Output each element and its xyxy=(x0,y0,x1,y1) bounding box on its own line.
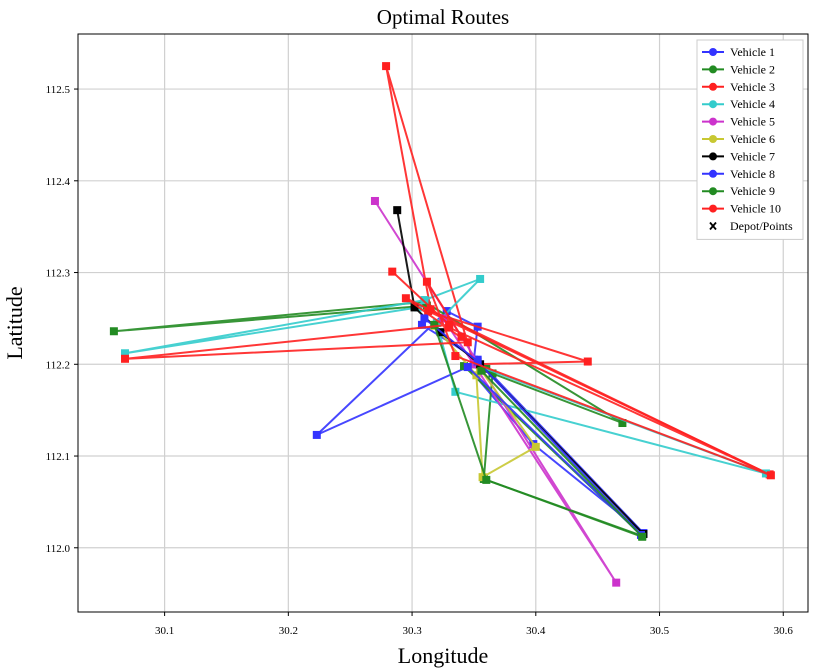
x-tick-label: 30.5 xyxy=(650,625,670,637)
legend-entry: Vehicle 3 xyxy=(702,80,775,94)
x-tick-label: 30.3 xyxy=(402,625,422,637)
legend-label: Vehicle 8 xyxy=(730,167,775,181)
y-axis-label: Latitude xyxy=(2,286,27,359)
legend-label: Vehicle 9 xyxy=(730,184,775,198)
legend-entry: Vehicle 8 xyxy=(702,167,775,181)
legend-swatch-marker xyxy=(709,169,717,178)
legend-entry: Vehicle 10 xyxy=(702,202,781,216)
x-icon xyxy=(709,221,717,231)
legend-entry: Vehicle 9 xyxy=(702,184,775,198)
legend-label: Vehicle 6 xyxy=(730,132,775,146)
legend-entry: Vehicle 5 xyxy=(702,115,775,129)
series-vehicle-10 xyxy=(121,267,775,480)
series-vehicle-7 xyxy=(393,206,648,539)
route-point xyxy=(451,387,460,396)
legend-swatch-marker xyxy=(709,65,717,74)
y-tick-label: 112.5 xyxy=(46,84,71,96)
plot-frame xyxy=(77,33,809,613)
legend-swatch-marker xyxy=(709,100,717,109)
route-line xyxy=(433,324,644,538)
route-point xyxy=(445,320,454,329)
route-point xyxy=(451,352,460,361)
route-point xyxy=(417,320,426,329)
route-line xyxy=(396,210,645,535)
legend-swatch-marker xyxy=(709,152,717,161)
legend-label: Depot/Points xyxy=(730,219,793,233)
route-point xyxy=(463,363,472,372)
legend-label: Vehicle 1 xyxy=(730,45,775,59)
legend-entry: Vehicle 6 xyxy=(702,132,775,146)
x-tick-label: 30.2 xyxy=(279,625,298,637)
series-vehicle-9 xyxy=(430,320,647,541)
route-point xyxy=(531,442,540,451)
legend-label: Vehicle 2 xyxy=(730,62,775,76)
route-point xyxy=(388,267,397,276)
legend-entry: Vehicle 2 xyxy=(702,62,775,76)
route-point xyxy=(463,338,472,347)
legend-entry: Vehicle 4 xyxy=(702,97,775,111)
route-line xyxy=(124,278,767,475)
route-point xyxy=(121,349,130,358)
route-point xyxy=(618,419,627,428)
route-point xyxy=(420,314,429,323)
route-point xyxy=(473,357,482,366)
route-point xyxy=(482,475,491,484)
route-point xyxy=(488,369,497,378)
legend-entry-depot: Depot/Points xyxy=(709,219,793,233)
x-tick-label: 30.4 xyxy=(526,625,546,637)
legend-label: Vehicle 7 xyxy=(730,149,775,163)
chart-title: Optimal Routes xyxy=(377,5,509,29)
y-tick-label: 112.1 xyxy=(46,451,70,463)
route-point xyxy=(476,274,485,283)
route-line xyxy=(124,270,772,477)
y-tick-label: 112.3 xyxy=(46,268,71,280)
route-point xyxy=(401,294,410,303)
y-tick-label: 112.4 xyxy=(46,176,71,188)
x-tick-label: 30.6 xyxy=(774,625,794,637)
x-ticks: 30.1 30.2 30.3 30.4 30.5 30.6 xyxy=(155,612,793,637)
legend-swatch-marker xyxy=(709,204,717,213)
route-point xyxy=(430,320,439,329)
legend-swatch-marker xyxy=(709,135,717,143)
route-point xyxy=(382,62,391,71)
route-point xyxy=(121,354,130,363)
x-tick-label: 30.1 xyxy=(155,625,174,637)
route-point xyxy=(766,471,775,480)
route-point xyxy=(393,206,402,215)
route-point xyxy=(477,366,486,375)
route-point xyxy=(442,307,451,316)
legend-swatch-marker xyxy=(709,117,717,126)
legend-entry: Vehicle 7 xyxy=(702,149,775,163)
route-point xyxy=(424,307,433,316)
legend-label: Vehicle 3 xyxy=(730,80,775,94)
route-point xyxy=(312,430,321,439)
legend-entry: Vehicle 1 xyxy=(702,45,775,59)
legend-label: Vehicle 10 xyxy=(730,202,781,216)
route-point xyxy=(410,303,419,312)
y-tick-label: 112.0 xyxy=(46,543,71,555)
legend-swatch-marker xyxy=(709,48,717,56)
route-line xyxy=(423,317,642,536)
y-ticks: 112.0 112.1 112.2 112.3 112.4 112.5 xyxy=(46,84,78,555)
route-point xyxy=(422,277,431,286)
route-point xyxy=(457,332,466,341)
legend: Vehicle 1 Vehicle 2 Vehicle 3 Vehicle 4 Vehi… xyxy=(696,39,804,240)
route-point xyxy=(638,532,647,541)
legend-swatch-marker xyxy=(709,187,717,196)
route-point xyxy=(109,327,118,336)
routes-layer xyxy=(109,62,775,587)
legend-swatch-marker xyxy=(709,82,717,91)
y-tick-label: 112.2 xyxy=(46,359,70,371)
legend-label: Vehicle 5 xyxy=(730,115,775,129)
route-point xyxy=(420,296,429,305)
legend-label: Vehicle 4 xyxy=(730,97,775,111)
route-point xyxy=(612,578,621,587)
route-point xyxy=(583,357,592,366)
route-point xyxy=(370,196,379,205)
x-axis-label: Longitude xyxy=(398,643,488,668)
